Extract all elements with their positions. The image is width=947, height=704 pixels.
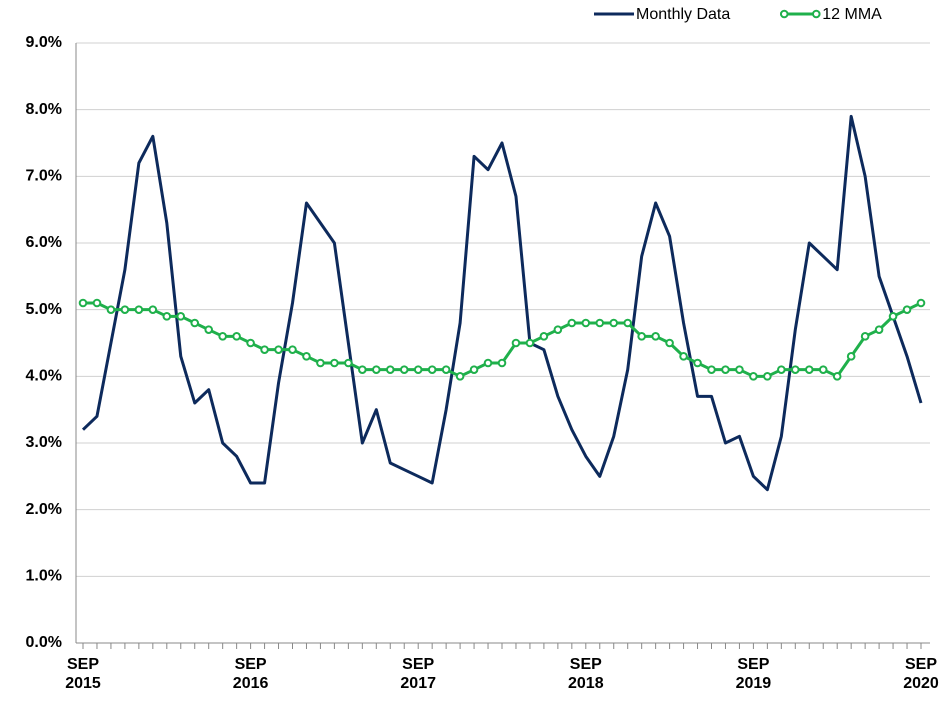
point [78,298,88,308]
point [246,338,255,348]
point [595,318,605,328]
point [749,372,758,381]
point [902,305,912,314]
y-tick-label: 9.0% [26,34,62,51]
point [274,345,283,354]
point [176,312,186,321]
point [385,365,395,374]
point [232,332,241,341]
legend-marker [811,9,821,19]
point [832,372,842,381]
point [497,358,507,368]
point [679,352,688,361]
point [693,358,702,368]
x-tick-label: SEP 2015 [65,656,101,692]
point [316,358,325,368]
point [148,305,158,314]
legend-label: 12 MMA [822,6,882,23]
point [204,325,213,334]
y-tick-label: 2.0% [26,501,62,518]
point [120,305,130,314]
y-tick-label: 1.0% [26,568,62,585]
point [581,318,591,328]
y-tick-label: 6.0% [26,234,62,251]
point [134,305,144,314]
y-tick-label: 8.0% [26,101,62,118]
point [553,325,563,334]
x-tick-label: SEP 2020 [903,656,939,692]
point [399,365,409,374]
legend-marker [779,9,789,19]
x-tick-label: SEP 2019 [735,656,772,692]
point [637,332,646,341]
point [427,365,437,374]
point [567,318,577,328]
point [218,332,227,341]
point [441,365,451,374]
point [413,365,423,374]
point [818,365,828,374]
series-line [81,114,923,492]
point [483,358,493,368]
point [190,318,200,328]
point [511,338,521,348]
y-tick-label: 0.0% [26,634,62,651]
point [763,372,772,381]
point [735,365,744,374]
point [707,365,716,374]
point [260,345,269,354]
point [651,332,660,341]
point [106,305,116,314]
x-tick-label: SEP 2017 [400,656,436,692]
legend-label: Monthly Data [636,6,730,23]
point [916,298,926,308]
point [665,338,674,348]
point [469,365,479,374]
x-tick-label: SEP 2016 [232,656,269,692]
point [358,365,367,374]
point [721,365,730,374]
point [777,365,786,374]
y-tick-label: 5.0% [26,301,62,318]
point [791,365,800,374]
point [330,358,339,368]
point [288,345,297,354]
point [92,298,102,308]
y-tick-label: 3.0% [26,434,62,451]
y-tick-label: 7.0% [26,168,62,185]
x-tick-label: SEP 2018 [568,656,604,692]
point [372,365,381,374]
point [623,318,633,328]
point [344,358,353,368]
point [302,352,311,361]
point [888,312,898,321]
point [455,372,465,381]
point [609,318,619,328]
point [804,365,814,374]
point [525,338,535,348]
point [539,332,549,341]
point [874,325,884,334]
y-tick-label: 4.0% [26,368,62,385]
point [860,332,870,341]
point [846,352,856,361]
point [162,312,172,321]
